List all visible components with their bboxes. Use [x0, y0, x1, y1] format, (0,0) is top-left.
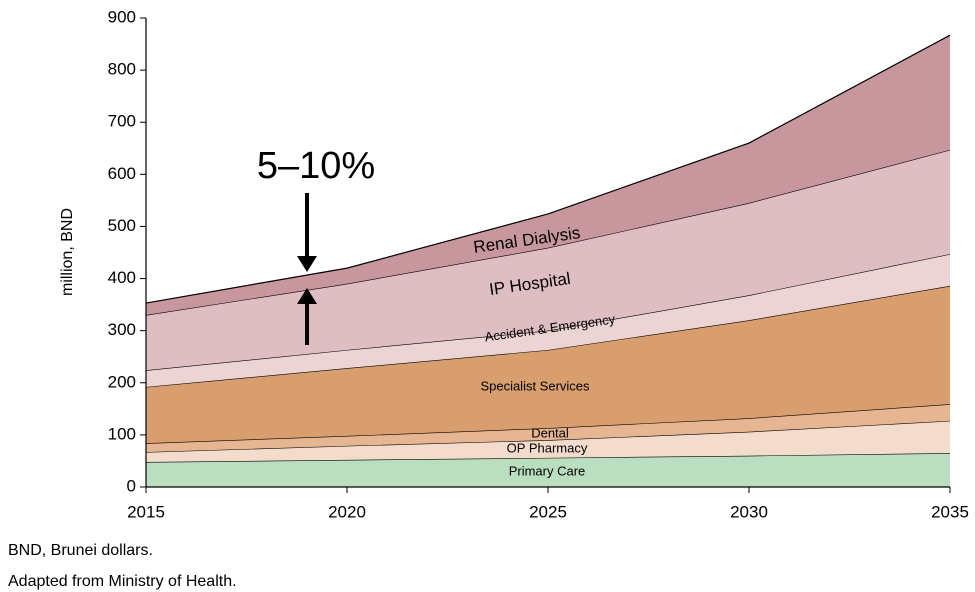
y-tick-label: 300	[108, 320, 136, 339]
y-axis-label: million, BND	[59, 208, 76, 296]
y-tick-label: 900	[108, 7, 136, 26]
y-tick-label: 800	[108, 60, 136, 79]
x-tick-label: 2015	[127, 502, 165, 521]
x-tick-label: 2020	[328, 502, 366, 521]
y-tick-label: 200	[108, 372, 136, 391]
x-tick-label: 2035	[931, 502, 969, 521]
area-edge	[145, 34, 951, 304]
area	[146, 453, 950, 487]
footnote: BND, Brunei dollars.	[8, 542, 153, 559]
annotation: 5–10%	[257, 145, 375, 187]
footnote: Adapted from Ministry of Health.	[8, 573, 237, 590]
area	[146, 254, 950, 387]
series-label: Primary Care	[509, 463, 586, 478]
series-label: Specialist Services	[480, 378, 590, 393]
series-label: OP Pharmacy	[507, 440, 588, 455]
y-tick-label: 400	[108, 268, 136, 287]
x-tick-label: 2030	[730, 502, 768, 521]
x-tick-label: 2025	[529, 502, 567, 521]
y-tick-label: 0	[127, 476, 136, 495]
y-tick-label: 600	[108, 164, 136, 183]
area	[146, 285, 950, 444]
areas	[145, 34, 951, 487]
y-tick-label: 700	[108, 112, 136, 131]
y-tick-label: 500	[108, 216, 136, 235]
area	[146, 149, 950, 371]
series-label: Dental	[531, 425, 569, 440]
arrows	[297, 193, 317, 345]
area	[146, 420, 950, 462]
y-tick-label: 100	[108, 424, 136, 443]
area	[146, 35, 950, 316]
